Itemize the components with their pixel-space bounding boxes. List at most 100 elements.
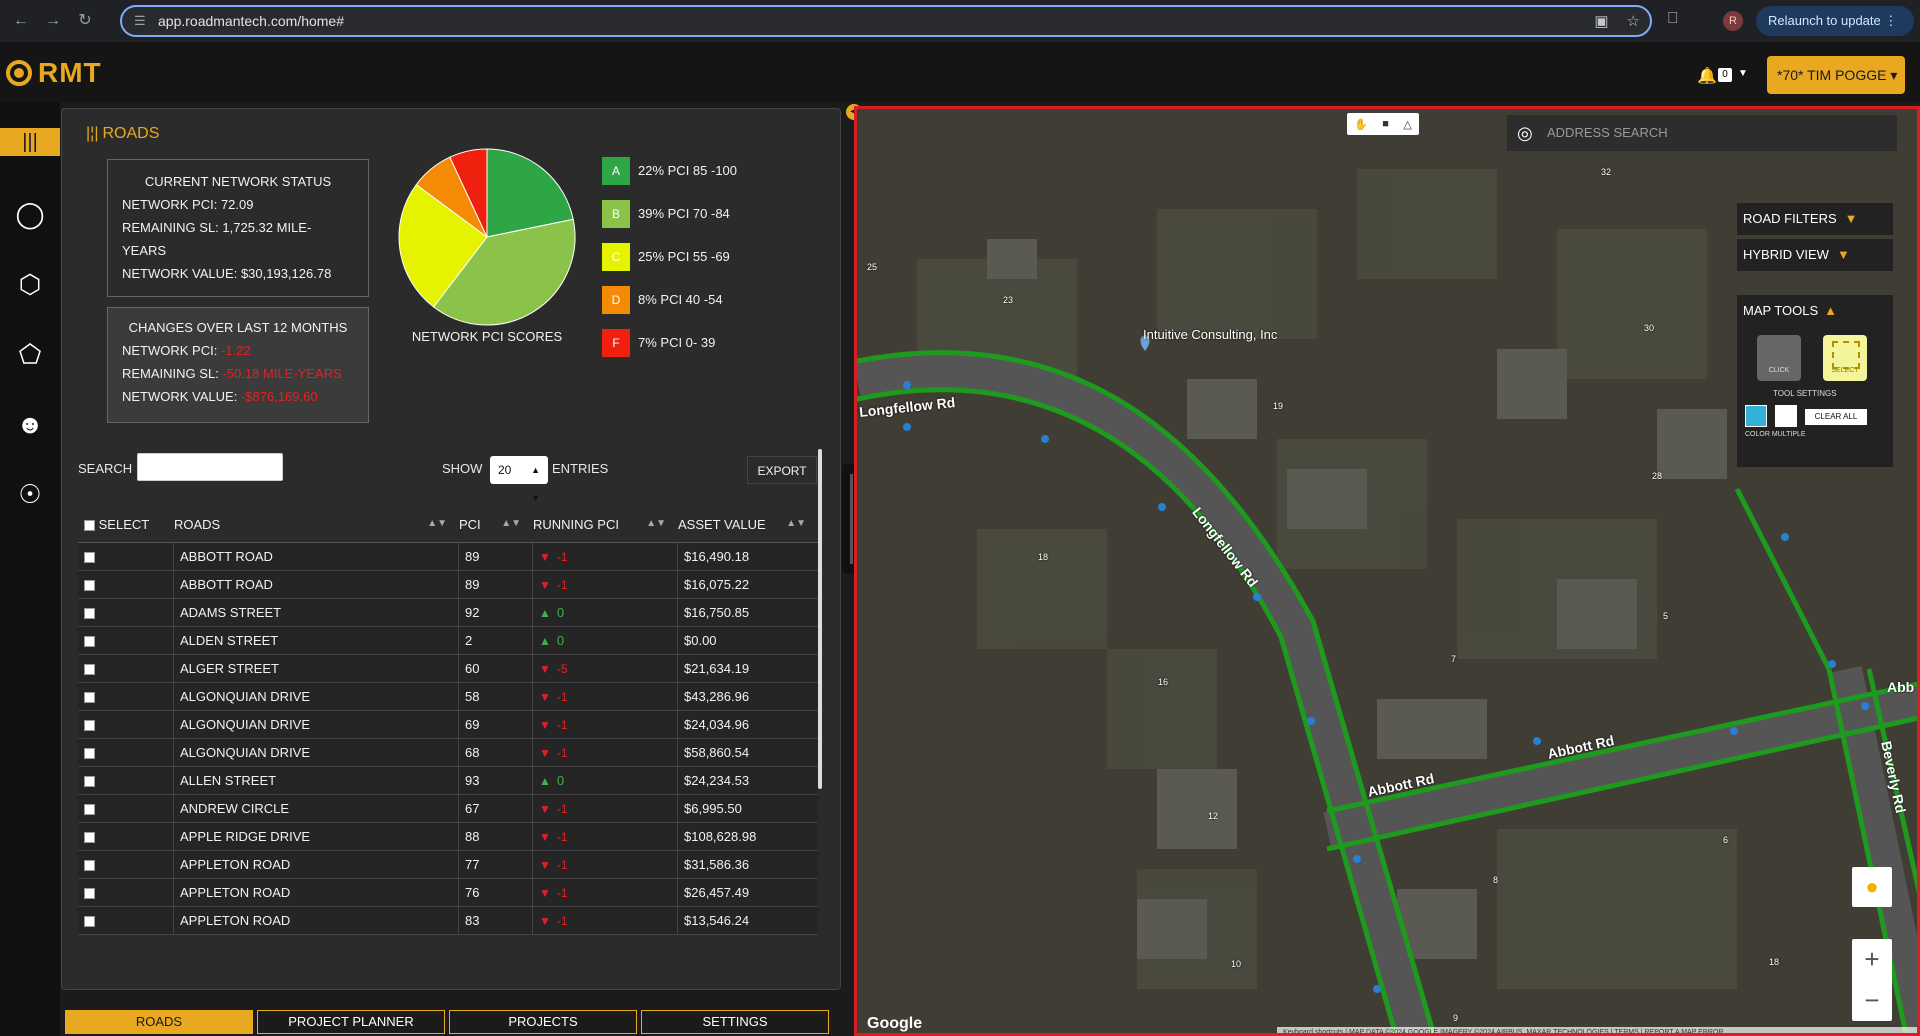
table-row[interactable]: ANDREW CIRCLE 67 ▼ -1 $6,995.50 — [78, 794, 818, 823]
poi-label[interactable]: Intuitive Consulting, Inc — [1143, 327, 1278, 342]
row-checkbox[interactable] — [84, 859, 95, 871]
row-checkbox[interactable] — [84, 691, 95, 703]
running-pci-column-header[interactable]: RUNNING PCI ▲▼ — [533, 517, 666, 532]
target-nav-icon[interactable]: ☉ — [18, 479, 42, 509]
street-view-pegman-icon[interactable]: ● — [1852, 867, 1892, 907]
locate-icon[interactable]: ◎ — [1517, 123, 1533, 143]
extensions-icon[interactable]: ⎕ — [1668, 10, 1678, 27]
row-select-cell[interactable] — [78, 626, 174, 655]
pie-slice-a[interactable] — [486, 148, 574, 238]
row-checkbox[interactable] — [84, 607, 95, 619]
table-row[interactable]: ALDEN STREET 2 ▲ 0 $0.00 — [78, 626, 818, 655]
row-select-cell[interactable] — [78, 598, 174, 627]
row-checkbox[interactable] — [84, 775, 95, 787]
table-row[interactable]: APPLETON ROAD 83 ▼ -1 $13,546.24 — [78, 906, 818, 935]
tab-settings[interactable]: SETTINGS — [641, 1010, 829, 1034]
pci-cell: 68 — [459, 738, 533, 767]
hand-tool-icon[interactable]: ✋ — [1354, 118, 1368, 131]
row-select-cell[interactable] — [78, 710, 174, 739]
select-tool-button[interactable]: SELECT — [1823, 335, 1867, 381]
zoom-out-button[interactable]: − — [1864, 985, 1880, 1015]
roads-nav-icon[interactable]: ||| — [0, 128, 60, 156]
row-select-cell[interactable] — [78, 766, 174, 795]
row-select-cell[interactable] — [78, 906, 174, 935]
row-select-cell[interactable] — [78, 738, 174, 767]
table-row[interactable]: ALGER STREET 60 ▼ -5 $21,634.19 — [78, 654, 818, 683]
hybrid-view-button[interactable]: HYBRID VIEW ▼ — [1737, 239, 1893, 271]
rectangle-tool-icon[interactable]: ■ — [1382, 118, 1389, 130]
table-row[interactable]: ALGONQUIAN DRIVE 58 ▼ -1 $43,286.96 — [78, 682, 818, 711]
pci-column-header[interactable]: PCI ▲▼ — [459, 517, 521, 532]
user-nav-icon[interactable]: ☻ — [16, 409, 44, 439]
row-select-cell[interactable] — [78, 570, 174, 599]
row-checkbox[interactable] — [84, 887, 95, 899]
row-select-cell[interactable] — [78, 542, 174, 571]
roads-column-header[interactable]: ROADS ▲▼ — [174, 517, 447, 532]
row-checkbox[interactable] — [84, 803, 95, 815]
tab-project-planner[interactable]: PROJECT PLANNER — [257, 1010, 445, 1034]
export-button[interactable]: EXPORT — [747, 456, 817, 484]
bell-icon[interactable]: 🔔 — [1697, 68, 1717, 85]
tab-projects[interactable]: PROJECTS — [449, 1010, 637, 1034]
rmt-logo[interactable]: RMT — [6, 57, 102, 89]
pentagon-nav-icon[interactable]: ⬠ — [18, 339, 42, 369]
row-select-cell[interactable] — [78, 682, 174, 711]
pie-slice-b[interactable] — [432, 218, 576, 326]
map-attribution[interactable]: Keyboard shortcuts | MAP DATA ©2024 GOOG… — [1277, 1027, 1917, 1033]
chevron-down-icon[interactable]: ▼ — [1738, 68, 1748, 79]
table-row[interactable]: ALGONQUIAN DRIVE 69 ▼ -1 $24,034.96 — [78, 710, 818, 739]
entries-select[interactable]: 20 ▲ ▼ — [490, 456, 548, 503]
select-all-header[interactable]: SELECT — [78, 517, 174, 532]
clear-all-button[interactable]: CLEAR ALL — [1805, 409, 1867, 425]
map-view[interactable]: Intuitive Consulting, Inc Longfellow Rd … — [854, 106, 1920, 1036]
table-row[interactable]: ABBOTT ROAD 89 ▼ -1 $16,075.22 — [78, 570, 818, 599]
road-filters-button[interactable]: ROAD FILTERS ▼ — [1737, 203, 1893, 235]
back-icon[interactable]: ← — [13, 12, 29, 29]
row-checkbox[interactable] — [84, 579, 95, 591]
row-select-cell[interactable] — [78, 850, 174, 879]
table-row[interactable]: ADAMS STREET 92 ▲ 0 $16,750.85 — [78, 598, 818, 627]
row-select-cell[interactable] — [78, 794, 174, 823]
color-swatch-white[interactable] — [1775, 405, 1797, 427]
table-scrollbar[interactable] — [818, 449, 822, 789]
click-tool-button[interactable]: CLICK — [1757, 335, 1801, 381]
user-menu-button[interactable]: *70* TIM POGGE ▾ — [1767, 56, 1905, 94]
row-checkbox[interactable] — [84, 635, 95, 647]
forward-icon[interactable]: → — [45, 12, 61, 29]
row-checkbox[interactable] — [84, 747, 95, 759]
install-app-icon[interactable]: ▣ — [1594, 13, 1609, 30]
site-info-icon[interactable]: ☰ — [134, 13, 146, 28]
relaunch-button[interactable]: Relaunch to update ⋮ — [1756, 6, 1914, 36]
table-row[interactable]: APPLE RIDGE DRIVE 88 ▼ -1 $108,628.98 — [78, 822, 818, 851]
asset-value-column-header[interactable]: ASSET VALUE ▲▼ — [678, 517, 806, 532]
tab-roads[interactable]: ROADS — [65, 1010, 253, 1034]
reload-icon[interactable]: ↻ — [78, 12, 92, 29]
circle-nav-icon[interactable]: ◯ — [15, 199, 45, 229]
row-select-cell[interactable] — [78, 654, 174, 683]
polygon-tool-icon[interactable]: △ — [1403, 118, 1412, 131]
map-tools-title[interactable]: MAP TOOLS ▲ — [1743, 303, 1838, 318]
profile-avatar[interactable]: R — [1723, 11, 1743, 31]
row-checkbox[interactable] — [84, 719, 95, 731]
select-all-checkbox[interactable] — [84, 520, 95, 532]
table-row[interactable]: APPLETON ROAD 77 ▼ -1 $31,586.36 — [78, 850, 818, 879]
row-checkbox[interactable] — [84, 663, 95, 675]
row-select-cell[interactable] — [78, 822, 174, 851]
row-checkbox[interactable] — [84, 551, 95, 563]
address-search[interactable]: ◎ ADDRESS SEARCH — [1507, 115, 1897, 151]
pie-slice-f[interactable] — [449, 148, 488, 238]
search-input[interactable] — [137, 453, 283, 481]
cube-nav-icon[interactable]: ⬡ — [18, 269, 42, 299]
row-select-cell[interactable] — [78, 878, 174, 907]
zoom-in-button[interactable]: + — [1864, 944, 1880, 974]
pie-slice-c[interactable] — [398, 183, 488, 308]
color-swatch-cyan[interactable] — [1745, 405, 1767, 427]
table-row[interactable]: ALGONQUIAN DRIVE 68 ▼ -1 $58,860.54 — [78, 738, 818, 767]
table-row[interactable]: ALLEN STREET 93 ▲ 0 $24,234.53 — [78, 766, 818, 795]
table-row[interactable]: ABBOTT ROAD 89 ▼ -1 $16,490.18 — [78, 542, 818, 571]
row-checkbox[interactable] — [84, 831, 95, 843]
bookmark-star-icon[interactable]: ☆ — [1626, 13, 1640, 30]
table-row[interactable]: APPLETON ROAD 76 ▼ -1 $26,457.49 — [78, 878, 818, 907]
row-checkbox[interactable] — [84, 915, 95, 927]
address-bar[interactable]: ☰ app.roadmantech.com/home# ▣ ☆ — [120, 5, 1652, 37]
